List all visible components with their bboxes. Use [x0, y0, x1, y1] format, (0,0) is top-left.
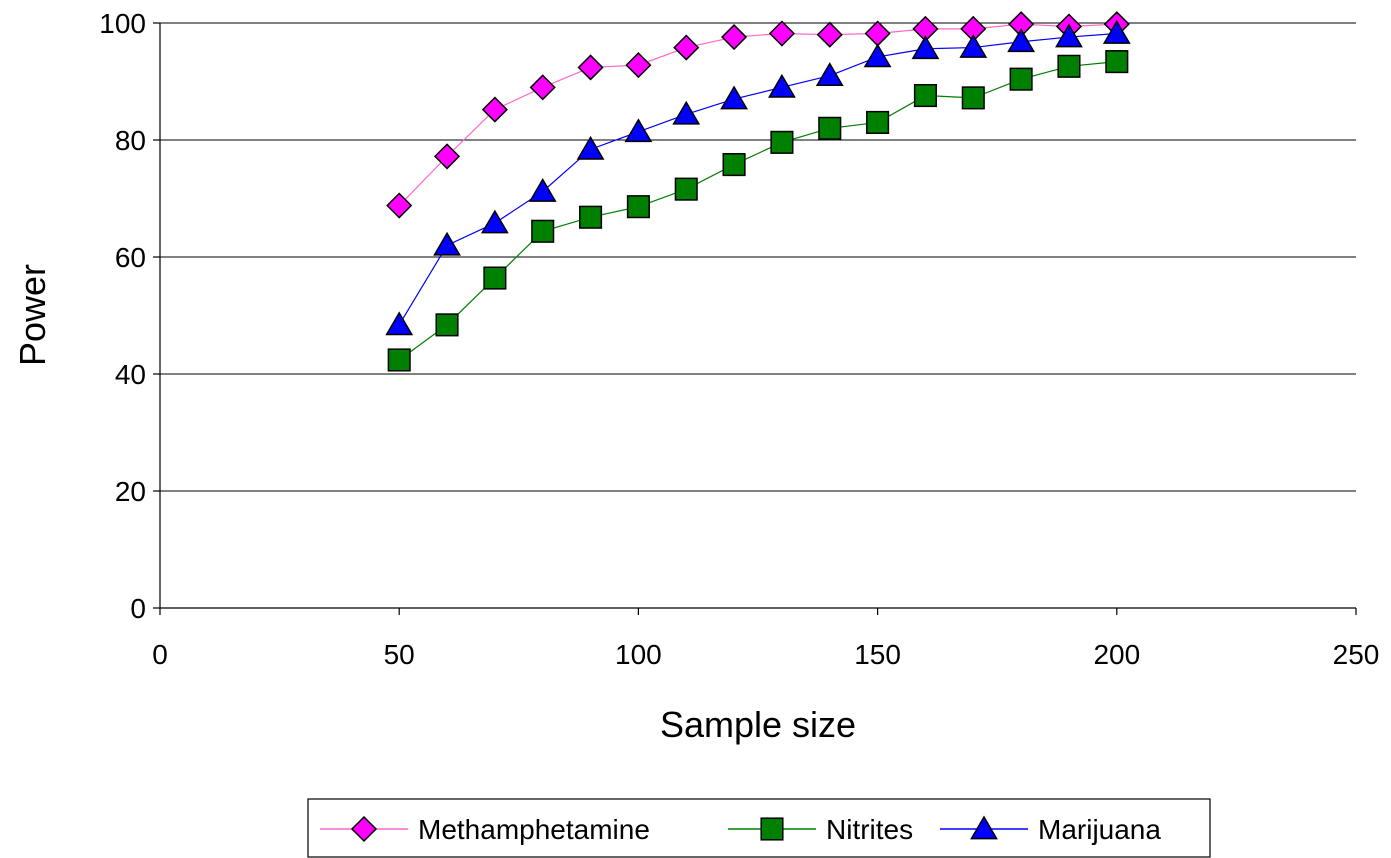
series-markers-marijuana: [385, 20, 1131, 336]
y-tick-label: 100: [99, 8, 146, 39]
data-point-marijuana: [911, 35, 940, 60]
data-point-marijuana: [1007, 28, 1036, 53]
data-point-nitrites: [1057, 54, 1081, 78]
series-line-marijuana: [398, 32, 1117, 326]
data-point-nitrites: [913, 83, 937, 108]
x-tick-label: 250: [1333, 639, 1380, 670]
data-point-marijuana: [863, 43, 892, 68]
x-tick-label: 200: [1093, 639, 1140, 670]
series-markers-nitrites: [387, 50, 1129, 372]
gridlines: [160, 22, 1356, 492]
series-marijuana: [398, 32, 1117, 326]
legend-entry-nitrites: Nitrites: [728, 814, 913, 845]
data-point-nitrites: [1105, 50, 1129, 74]
data-point-marijuana: [720, 85, 748, 110]
data-point-nitrites: [626, 195, 650, 219]
data-point-marijuana: [815, 62, 844, 86]
data-point-nitrites: [579, 205, 603, 229]
legend-entry-marijuana: Marijuana: [940, 814, 1161, 845]
data-point-marijuana: [624, 118, 653, 143]
data-point-methamphetamine: [816, 21, 843, 48]
legend-marker-marijuana: [970, 815, 998, 840]
data-point-nitrites: [531, 219, 555, 243]
legend-label-nitrites: Nitrites: [826, 814, 913, 845]
data-point-methamphetamine: [864, 20, 891, 47]
data-point-marijuana: [768, 73, 796, 98]
series-line-methamphetamine: [398, 23, 1117, 206]
legend-box: [307, 798, 1211, 858]
data-point-methamphetamine: [577, 54, 604, 81]
data-point-marijuana: [1102, 20, 1131, 44]
data-point-marijuana: [1055, 23, 1083, 48]
data-point-methamphetamine: [625, 52, 652, 79]
data-point-marijuana: [528, 177, 557, 202]
legend-label-methamphetamine: Methamphetamine: [418, 814, 650, 845]
data-point-marijuana: [959, 34, 988, 58]
y-tick-label: 80: [115, 125, 146, 156]
data-point-nitrites: [818, 116, 842, 140]
data-point-nitrites: [866, 110, 890, 135]
y-axis-title: Power: [12, 264, 53, 366]
y-tick-label: 40: [115, 359, 146, 390]
legend-marker-nitrites: [760, 817, 784, 841]
data-point-methamphetamine: [721, 23, 748, 51]
data-point-methamphetamine: [673, 34, 700, 61]
x-tick-label: 0: [152, 639, 168, 670]
data-point-marijuana: [576, 135, 605, 160]
data-point-nitrites: [387, 348, 411, 372]
series-line-nitrites: [398, 61, 1117, 361]
data-point-nitrites: [1009, 67, 1033, 91]
data-point-nitrites: [961, 86, 985, 110]
data-point-marijuana: [433, 231, 461, 256]
data-point-marijuana: [672, 100, 701, 125]
axes: 0 20 40 60 80 100 0 50 100 150 200 250: [99, 8, 1379, 670]
data-point-methamphetamine: [481, 96, 508, 123]
series-methamphetamine: [398, 23, 1117, 206]
data-point-nitrites: [435, 313, 459, 337]
legend-label-marijuana: Marijuana: [1038, 814, 1161, 845]
data-point-marijuana: [385, 311, 414, 336]
data-point-methamphetamine: [768, 20, 795, 47]
data-point-nitrites: [722, 153, 746, 177]
legend-entry-methamphetamine: Methamphetamine: [320, 814, 650, 845]
series-nitrites: [398, 61, 1117, 361]
x-tick-label: 100: [615, 639, 662, 670]
x-tick-label: 50: [384, 639, 415, 670]
data-point-nitrites: [770, 130, 794, 154]
y-tick-label: 0: [130, 593, 146, 624]
legend-marker-methamphetamine: [350, 815, 378, 843]
data-point-nitrites: [483, 266, 507, 290]
data-point-marijuana: [480, 209, 509, 234]
x-tick-label: 150: [854, 639, 901, 670]
legend: Methamphetamine Nitrites Marijuana: [307, 798, 1211, 858]
y-tick-label: 20: [115, 476, 146, 507]
series-layer: [385, 11, 1131, 372]
data-point-methamphetamine: [433, 143, 461, 170]
x-axis-title: Sample size: [660, 704, 856, 745]
y-tick-label: 60: [115, 242, 146, 273]
data-point-nitrites: [674, 177, 698, 201]
data-point-methamphetamine: [386, 192, 413, 219]
data-point-methamphetamine: [529, 74, 556, 101]
